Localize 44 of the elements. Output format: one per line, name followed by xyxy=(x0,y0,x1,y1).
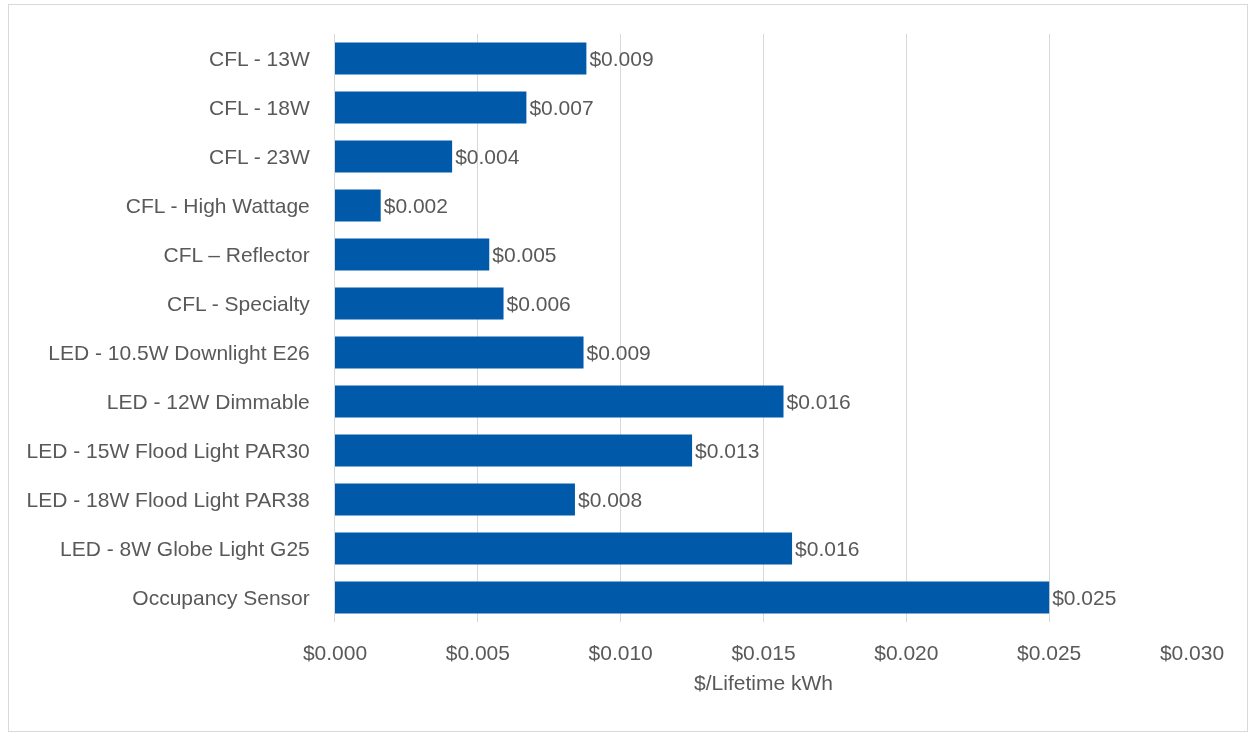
y-tick-label: LED - 8W Globe Light G25 xyxy=(60,536,310,560)
data-label: $0.008 xyxy=(577,488,643,512)
x-axis-title: $/Lifetime kWh xyxy=(694,671,833,695)
data-label: $0.016 xyxy=(786,390,851,414)
x-tick-label: $0.025 xyxy=(1017,641,1082,664)
y-tick-label: LED - 15W Flood Light PAR30 xyxy=(26,438,310,462)
bar xyxy=(335,532,793,565)
y-tick-label: CFL - Specialty xyxy=(167,291,311,315)
x-tick-label: $0.000 xyxy=(302,641,368,664)
y-tick-label: CFL - 13W xyxy=(209,46,310,70)
data-label: $0.002 xyxy=(383,194,448,217)
y-tick-label: LED - 10.5W Downlight E26 xyxy=(48,340,310,364)
bar xyxy=(335,336,584,369)
x-tick-label: $0.005 xyxy=(445,641,510,664)
bar xyxy=(335,91,527,124)
bar xyxy=(335,287,504,320)
data-label: $0.025 xyxy=(1052,586,1117,610)
y-tick-label: Occupancy Sensor xyxy=(132,585,310,609)
bar xyxy=(335,238,490,271)
data-label: $0.016 xyxy=(795,537,860,561)
data-label: $0.009 xyxy=(586,341,651,365)
y-tick-label: LED - 12W Dimmable xyxy=(106,389,310,413)
y-tick-label: LED - 18W Flood Light PAR38 xyxy=(26,487,310,511)
x-tick-label: $0.015 xyxy=(731,641,796,664)
bar xyxy=(335,385,784,418)
x-tick-label: $0.030 xyxy=(1159,641,1225,664)
y-tick-label: CFL - High Wattage xyxy=(125,193,310,217)
bar xyxy=(335,140,453,173)
bar xyxy=(335,434,693,467)
data-label: $0.009 xyxy=(589,47,654,70)
bar xyxy=(335,483,575,516)
data-label: $0.005 xyxy=(492,243,557,267)
data-label: $0.007 xyxy=(529,96,594,119)
y-tick-label: CFL – Reflector xyxy=(163,242,310,266)
bar xyxy=(335,42,587,75)
x-tick-label: $0.020 xyxy=(874,641,939,664)
x-tick-label: $0.010 xyxy=(588,641,653,664)
data-label: $0.006 xyxy=(506,292,571,316)
data-label: $0.004 xyxy=(455,145,520,169)
data-label: $0.013 xyxy=(695,439,760,462)
bar xyxy=(335,189,381,222)
y-tick-label: CFL - 18W xyxy=(209,95,310,119)
y-tick-label: CFL - 23W xyxy=(209,144,310,168)
bar xyxy=(335,581,1050,614)
